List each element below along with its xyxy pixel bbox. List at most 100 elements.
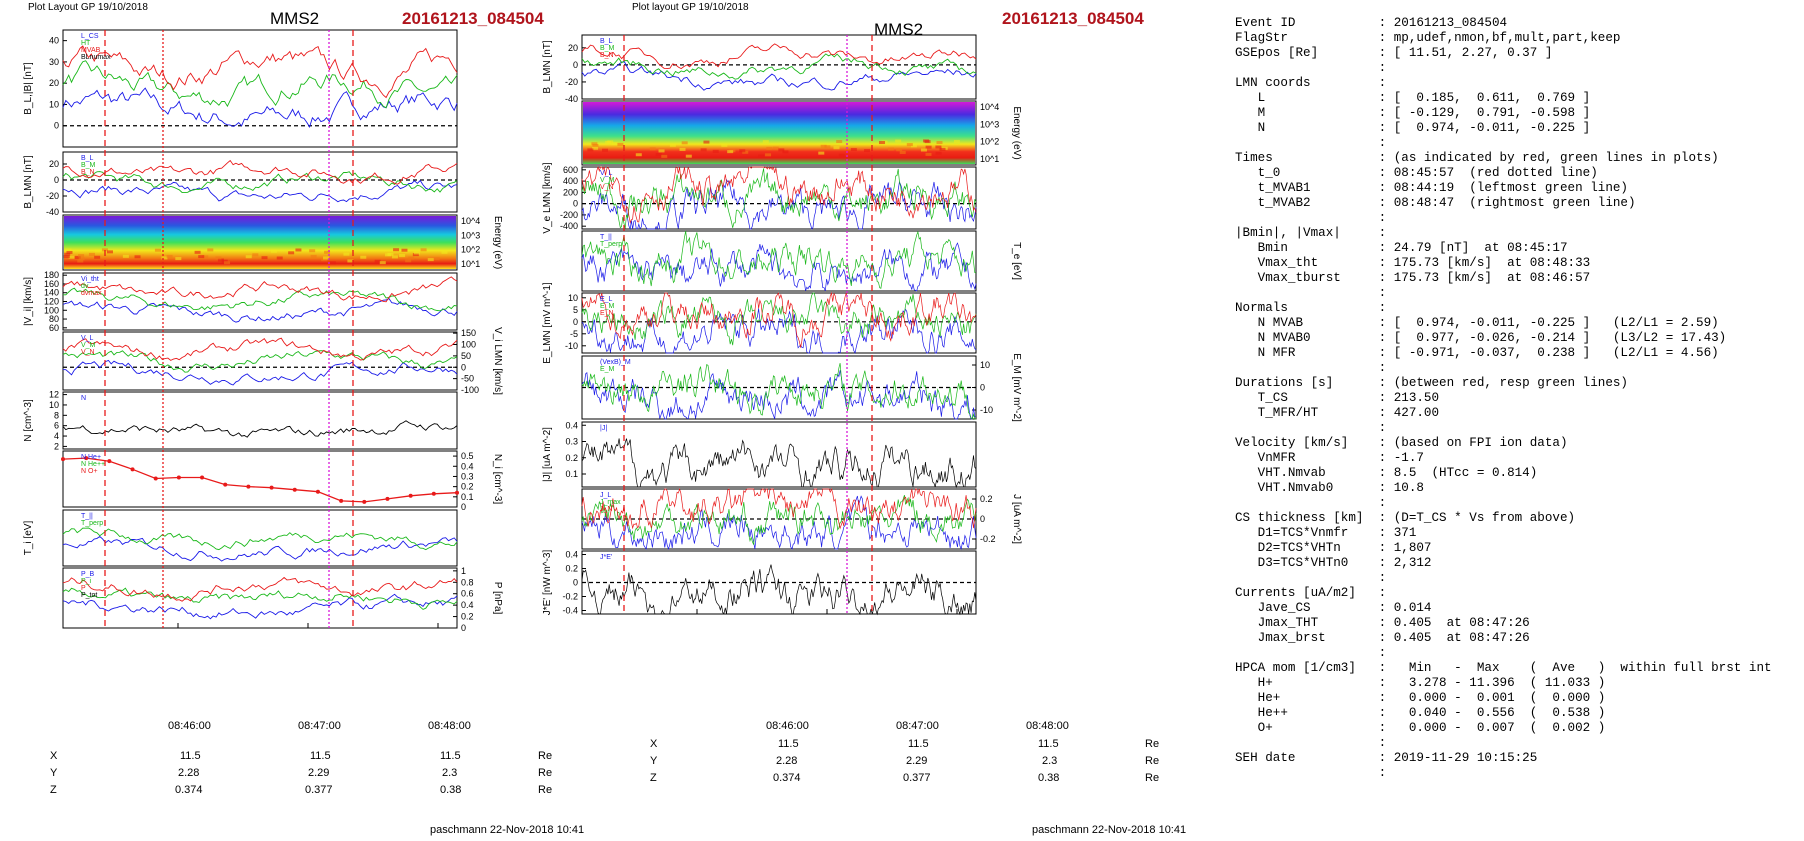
data-point [107, 459, 112, 464]
spectrogram-speck [906, 143, 913, 147]
legend-label: Vi_tht [81, 276, 99, 283]
legend-label: E_M [600, 366, 615, 373]
y-tick-label: -0.2 [562, 592, 578, 602]
series-line [62, 350, 458, 373]
legend-label: MVAB [81, 47, 101, 54]
legend-label: P_i [81, 578, 92, 585]
y-tick-label: 0.2 [980, 494, 993, 504]
spectrogram-speck [106, 250, 113, 254]
spectrogram-speck [217, 258, 224, 262]
table-line: Vmax_tburst : 175.73 [km/s] at 08:46:57 [1235, 271, 1591, 285]
left-hpca: 00.10.20.30.40.5 N He+N He++N O+ N_i [cm^-… [61, 450, 503, 512]
spectrogram-speck [587, 148, 594, 152]
legend-label: J_L [600, 492, 611, 499]
spectrogram-speck [295, 248, 302, 252]
left-temp: T_||T_perp T_i [eV] [23, 509, 458, 567]
y-axis-label: V_e LMN [km/s] [542, 162, 553, 233]
series-line [62, 587, 458, 610]
data-point [408, 493, 413, 498]
left-time-tick: 08:47:00 [298, 720, 341, 732]
spectrogram-speck [762, 140, 769, 144]
table-line: : [1235, 646, 1387, 660]
right-j: 0.1 0.2 0.3 0.4 |J| |J| [uA m^-2] [542, 420, 977, 489]
spectrogram-speck [399, 254, 406, 258]
y-tick-label: 10 [568, 293, 578, 303]
y-tick-label: 4 [54, 431, 59, 441]
spectrogram-speck [393, 248, 400, 252]
y-axis-label: |J| [uA m^-2] [542, 427, 553, 482]
y-tick-label: 0 [461, 623, 466, 633]
plot-frame [62, 151, 458, 213]
left-pressure: 00.2 0.40.6 0.81 P_BP_iPP_tot P [nPa] [62, 566, 503, 633]
spectrogram-speck [215, 256, 222, 260]
left-coord-value: 2.29 [308, 767, 330, 779]
data-point [339, 498, 344, 503]
left-coord-label: Y [50, 767, 58, 779]
spectrogram-speck [925, 152, 932, 156]
y-tick-label: -200 [560, 210, 578, 220]
y-tick-label: 40 [49, 36, 59, 46]
left-coord-value: 2.28 [178, 767, 200, 779]
right-coords-block: 08:46:00 08:47:00 08:48:00 X 11.5 11.5 1… [620, 720, 1230, 800]
legend-label: J_max [600, 499, 621, 506]
table-line: Currents [uA/m2] : [1235, 586, 1387, 600]
table-line: Times : (as indicated by red, green line… [1235, 151, 1719, 165]
y-axis-label: B_LMN [nT] [542, 40, 553, 94]
spectrogram-speck [879, 141, 886, 145]
y-tick-label: -0.4 [562, 606, 578, 616]
data-point [385, 496, 390, 501]
spectrogram-speck [309, 249, 316, 253]
y-tick-label: 0.4 [461, 600, 474, 610]
spectrogram-speck [605, 140, 612, 144]
y-tick-label: 10^4 [461, 216, 480, 226]
right-em: -10 0 10 (VexB)_ME_M E_M [mV m^-2] [581, 353, 1022, 422]
y-tick-label: -50 [461, 374, 474, 384]
right-coord-value: 11.5 [908, 738, 929, 750]
right-coord-unit: Re [1145, 738, 1160, 750]
spectrogram-speck [408, 256, 415, 260]
spectrogram-speck [321, 258, 328, 262]
right-coord-value: 2.28 [776, 755, 798, 767]
right-elec-spec: 10^1 10^2 10^3 10^4 Energy (eV) [581, 100, 1022, 166]
table-line: FlagStr : mp,udef,nmon,bf,mult,part,keep [1235, 31, 1621, 45]
y-tick-label: 20 [49, 78, 59, 88]
plot-frame [62, 29, 458, 148]
y-tick-label: 120 [44, 297, 59, 307]
data-point [176, 475, 181, 480]
y-tick-label: 0.2 [565, 453, 578, 463]
spectrogram-speck [66, 250, 73, 254]
y-tick-label: 0.1 [565, 469, 578, 479]
right-coord-value: 11.5 [778, 738, 799, 750]
left-coords-block: 08:46:00 08:47:00 08:48:00 X 11.5 11.5 1… [0, 720, 620, 800]
legend-label: J*E' [600, 554, 612, 561]
y-tick-label: -100 [461, 385, 479, 395]
y-tick-label: 60 [49, 323, 59, 333]
y-tick-label: 0.1 [461, 492, 474, 502]
y-tick-label: 180 [44, 270, 59, 280]
legend-label: V_M [81, 342, 96, 349]
spectrogram-speck [252, 253, 259, 257]
y-axis-label: B_LMN [nT] [23, 155, 34, 209]
spectrogram-speck [700, 148, 707, 152]
table-line: : [1235, 736, 1387, 750]
table-line: : [1235, 136, 1387, 150]
left-coord-value: 0.374 [175, 784, 203, 796]
data-point [61, 457, 65, 462]
y-tick-label: 10^1 [980, 154, 999, 164]
spectrogram-speck [270, 249, 277, 253]
left-plot-layout-label: Plot Layout GP 19/10/2018 [28, 2, 148, 13]
table-line: t_MVAB2 : 08:48:47 (rightmost green line… [1235, 196, 1636, 210]
y-tick-label: 20 [49, 159, 59, 169]
plot-frame [581, 34, 977, 100]
left-coord-unit: Re [538, 750, 553, 762]
y-axis-label: T_e [eV] [1011, 242, 1022, 280]
y-tick-label: 400 [563, 176, 578, 186]
spectrogram-speck [838, 153, 845, 157]
y-tick-label: 0.2 [461, 612, 474, 622]
y-tick-label: 600 [563, 165, 578, 175]
y-tick-label: -5 [570, 329, 578, 339]
left-ion-spec: 10^1 10^2 10^3 10^4 Energy (eV) [62, 214, 503, 271]
legend-label: N [81, 395, 86, 402]
